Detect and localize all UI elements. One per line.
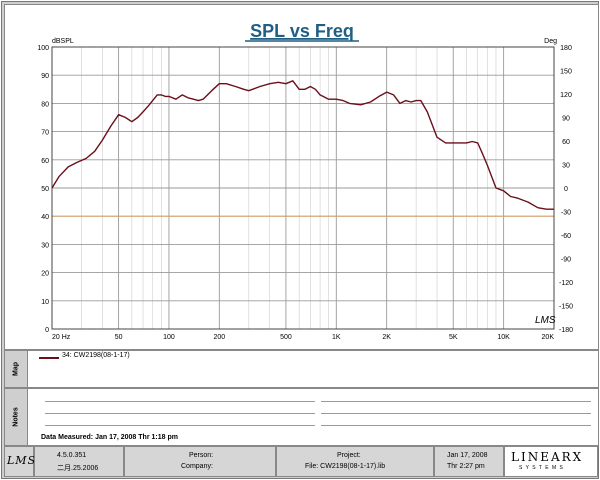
y2-tick-label: 60 (562, 139, 570, 146)
y2-tick-label: -180 (559, 327, 573, 334)
note-line (45, 425, 315, 426)
footer-version-cell: 4.5.0.351 二月.25.2006 (34, 446, 124, 477)
x-tick-label: 200 (213, 334, 225, 341)
notes-panel: Notes Data Measured: Jan 17, 2008 Thr 1:… (4, 388, 599, 446)
y2-tick-label: -90 (561, 257, 571, 264)
y-tick-label: 40 (41, 214, 49, 221)
y-tick-label: 0 (45, 327, 49, 334)
x-tick-label: 100 (163, 334, 175, 341)
version-number: 4.5.0.351 (57, 452, 87, 459)
footer-date: Jan 17, 2008 (447, 452, 488, 459)
footer-time: Thr 2:27 pm (447, 463, 485, 470)
map-tab: Map (5, 351, 28, 387)
notes-tab: Notes (5, 389, 28, 445)
footer-date-cell: Jan 17, 2008 Thr 2:27 pm (434, 446, 504, 477)
y2-tick-label: -120 (559, 280, 573, 287)
footer-brand-cell: LINEARX S Y S T E M S (504, 446, 598, 477)
x-tick-label: 20 Hz (52, 334, 71, 341)
y-tick-label: 50 (41, 186, 49, 193)
version-date: 二月.25.2006 (57, 465, 99, 472)
note-line (321, 425, 591, 426)
measured-row: Data Measured: Jan 17, 2008 Thr 1:18 pm (27, 432, 597, 444)
legend-swatch (39, 357, 59, 359)
footer-person-cell: Person: Company: (124, 446, 276, 477)
y-tick-label: 30 (41, 242, 49, 249)
lms-logo: LMS (7, 454, 37, 467)
y2-tick-label: 180 (560, 45, 572, 52)
footer-logo-cell: LMS (4, 446, 37, 477)
project-label: Project: (337, 452, 361, 459)
grid-lines (51, 46, 555, 330)
lms-watermark: LMS (535, 315, 556, 326)
notes-label: Notes (12, 407, 20, 427)
y-tick-label: 20 (41, 271, 49, 278)
series-layer (51, 80, 554, 210)
person-label: Person: (189, 452, 214, 459)
x-tick-label: 10K (497, 334, 510, 341)
plot-area: SPL vs Freq dBSPL Deg 100 90 80 70 60 50 40 30 2… (4, 4, 599, 350)
y2-tick-label: -60 (561, 233, 571, 240)
project-file: File: CW2198(08-1-17).lib (305, 463, 386, 470)
legend-label: 34: CW2198(08-1-17) (62, 352, 130, 359)
x-tick-label: 5K (449, 334, 458, 341)
x-tick-label: 2K (382, 334, 391, 341)
y2-tick-label: 0 (564, 186, 568, 193)
series-line (51, 80, 554, 210)
y2-tick-label: 150 (560, 69, 572, 76)
chart-title: SPL vs Freq (250, 21, 354, 41)
note-line (45, 413, 315, 414)
y-tick-label: 100 (37, 45, 49, 52)
legend-box: 34: CW2198(08-1-17) (31, 351, 597, 387)
y2-tick-label: -150 (559, 304, 573, 311)
map-label: Map (12, 362, 20, 376)
y-tick-label: 10 (41, 299, 49, 306)
y2-tick-label: -30 (561, 210, 571, 217)
y2-tick-label: 120 (560, 92, 572, 99)
y2-tick-label: 30 (562, 163, 570, 170)
data-measured: Data Measured: Jan 17, 2008 Thr 1:18 pm (41, 434, 178, 441)
map-panel: Map 34: CW2198(08-1-17) (4, 350, 599, 388)
brand-subtitle: S Y S T E M S (519, 465, 564, 471)
brand-logo: LINEARX (511, 450, 584, 464)
right-axis-unit: Deg (544, 38, 557, 45)
note-line (321, 401, 591, 402)
x-tick-label: 1K (332, 334, 341, 341)
left-axis-unit: dBSPL (52, 38, 74, 45)
y-tick-label: 70 (41, 130, 49, 137)
x-tick-label: 50 (115, 334, 123, 341)
spl-chart: SPL vs Freq dBSPL Deg 100908070605040302… (37, 21, 573, 341)
y-tick-label: 60 (41, 158, 49, 165)
x-tick-label: 500 (280, 334, 292, 341)
y-tick-label: 90 (41, 73, 49, 80)
x-tick-label: 20K (542, 334, 555, 341)
company-label: Company: (181, 463, 213, 470)
y-tick-label: 80 (41, 101, 49, 108)
footer-project-cell: Project: File: CW2198(08-1-17).lib (276, 446, 434, 477)
note-line (321, 413, 591, 414)
y2-tick-label: 90 (562, 116, 570, 123)
note-line (45, 401, 315, 402)
tick-labels: 10090807060504030201001801501209060300-3… (37, 45, 573, 341)
